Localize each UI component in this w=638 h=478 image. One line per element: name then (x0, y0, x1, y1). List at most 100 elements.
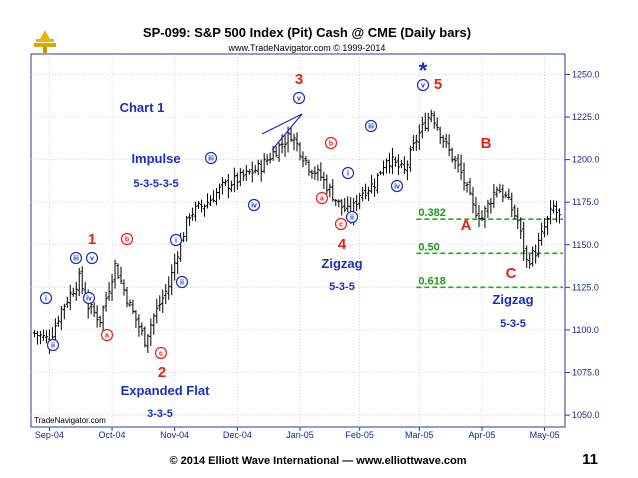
ohlc-bar (173, 253, 177, 281)
circle-text: a (105, 333, 109, 340)
ohlc-bar (468, 178, 472, 196)
circle-ring (69, 251, 83, 265)
ohlc-bar (182, 232, 186, 243)
wave-label-5: 5 (434, 76, 442, 93)
ohlc-bar (122, 279, 126, 296)
ohlc-bar (462, 162, 466, 191)
ohlc-bar (59, 305, 63, 331)
ohlc-bar (361, 186, 365, 202)
circle-ring (82, 291, 96, 305)
ohlc-bar (199, 199, 204, 213)
ohlc-bar (414, 134, 418, 151)
wave-circle-ii: ii (175, 275, 189, 289)
wave-circle-iii: iii (69, 251, 83, 265)
ohlc-bar (551, 200, 556, 214)
ohlc-bar (471, 186, 475, 214)
ohlc-bar (328, 183, 332, 198)
ohlc-bar (80, 266, 84, 295)
ohlc-bar (346, 196, 350, 212)
ohlc-bar (44, 330, 49, 344)
ohlc-bar (301, 151, 305, 168)
ohlc-bar (522, 221, 526, 261)
ohlc-bar (304, 156, 308, 166)
ohlc-bar (396, 154, 401, 176)
ohlc-bar (220, 177, 225, 195)
wave-circle-v: v (292, 91, 306, 105)
ohlc-bar (149, 318, 153, 346)
ohlc-bar (38, 330, 43, 345)
ohlc-bar (298, 142, 302, 161)
ohlc-bar (244, 164, 248, 181)
ohlc-bar (480, 210, 484, 221)
circle-text: a (320, 196, 324, 203)
ohlc-bar (205, 193, 210, 209)
ohlc-bar (176, 251, 180, 274)
ohlc-bar (423, 112, 427, 131)
ohlc-bar (155, 298, 159, 324)
ohlc-bar (358, 193, 362, 210)
ohlc-bar (152, 313, 156, 335)
ohlc-bar (137, 314, 141, 337)
impulse-count: 5-3-5-3-5 (133, 178, 178, 190)
ohlc-bar (223, 179, 228, 187)
ohlc-bar (268, 152, 272, 164)
ohlc-bar (513, 204, 517, 220)
ohlc-bar (208, 195, 213, 207)
ohlc-bar (489, 198, 493, 214)
y-tick-label: 1200.0 (572, 155, 600, 165)
ohlc-bar (110, 274, 114, 301)
wave-label-4: 4 (338, 236, 347, 253)
ohlc-bar (525, 245, 529, 268)
page-number: 11 (582, 451, 598, 468)
ohlc-bar (465, 182, 469, 193)
ohlc-bar (56, 315, 60, 327)
ohlc-bar (128, 299, 132, 307)
ohlc-bar (316, 164, 320, 181)
ohlc-bar (432, 111, 436, 129)
circle-text: iii (368, 124, 374, 131)
ohlc-bar (295, 132, 299, 152)
x-tick-label: Mar-05 (405, 430, 434, 440)
ohlc-bar (417, 124, 421, 151)
circle-text: i (175, 238, 177, 245)
fib-label: 0.382 (418, 207, 446, 219)
ohlc-bar (65, 296, 69, 308)
circle-ring (416, 78, 430, 92)
ohlc-bar (483, 205, 487, 229)
ohlc-bar (390, 147, 395, 175)
ohlc-bar (217, 183, 222, 200)
tradenavigator-logo (34, 30, 56, 53)
ohlc-bar (107, 282, 111, 301)
x-tick-label: Sep-04 (35, 430, 64, 440)
triangle-outline (261, 113, 303, 151)
ohlc-bar (355, 194, 359, 212)
ohlc-bar (381, 160, 386, 176)
circle-ring (324, 136, 338, 150)
ohlc-bar (495, 186, 499, 198)
wave-label-2: 2 (158, 364, 166, 381)
ohlc-bar (492, 184, 496, 209)
wave-circle-ii: ii (46, 338, 60, 352)
ohlc-bar (498, 183, 502, 194)
ohlc-bar (292, 133, 296, 151)
y-tick-label: 1250.0 (572, 69, 600, 79)
fib-label: 0.618 (418, 275, 446, 287)
ohlc-bar (366, 186, 371, 202)
ohlc-bar (125, 286, 129, 308)
ohlc-bar (250, 161, 254, 183)
ohlc-bar (340, 199, 344, 216)
expanded-flat-label: Expanded Flat (121, 383, 211, 398)
zigzag-count-2: 5-3-5 (500, 318, 526, 330)
ohlc-bar (435, 117, 439, 131)
ohlc-bar (241, 169, 245, 181)
circle-text: iv (86, 296, 92, 303)
circle-text: iv (394, 184, 400, 191)
ohlc-bar (190, 207, 195, 221)
ohlc-bar (516, 207, 520, 230)
ohlc-bar (477, 205, 481, 228)
ohlc-bar (232, 167, 236, 193)
ohlc-bar (211, 190, 216, 203)
ohlc-bar (310, 169, 314, 179)
wave-circle-i: i (169, 233, 183, 247)
ohlc-bar (104, 291, 108, 312)
